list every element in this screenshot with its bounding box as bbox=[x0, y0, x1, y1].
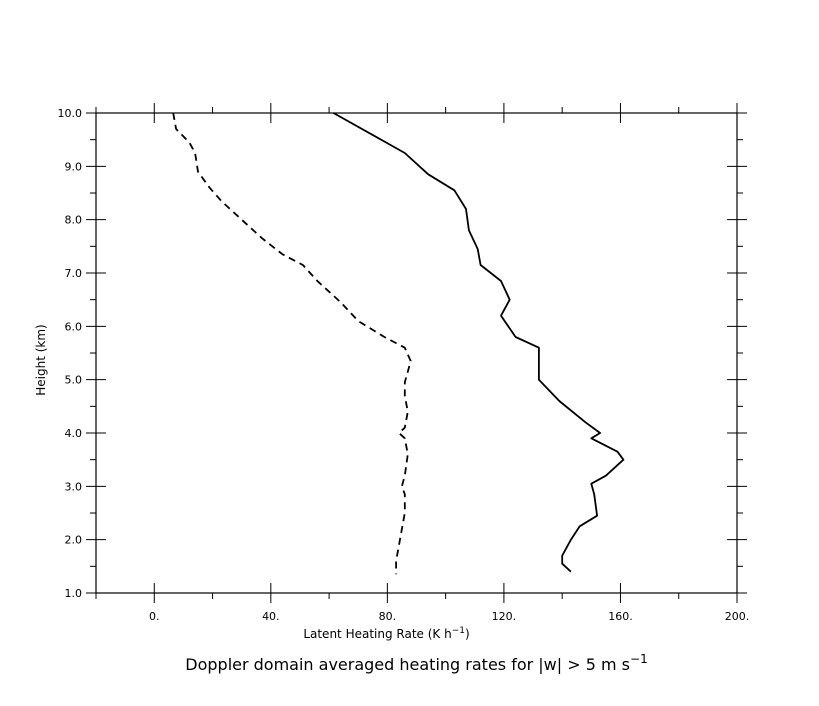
y-tick-label: 9.0 bbox=[65, 160, 83, 173]
y-tick-label: 4.0 bbox=[65, 427, 83, 440]
chart-title: Doppler domain averaged heating rates fo… bbox=[185, 652, 647, 674]
x-tick-label: 160. bbox=[608, 610, 633, 623]
x-tick-labels: 0. 40. 80. 120. 160. 200. bbox=[149, 610, 749, 623]
x-tick-label: 40. bbox=[262, 610, 280, 623]
y-axis-title: Height (km) bbox=[34, 324, 48, 395]
y-tick-label: 7.0 bbox=[65, 267, 83, 280]
y-tick-labels: 1.0 2.0 3.0 4.0 5.0 6.0 7.0 8.0 9.0 10.0 bbox=[58, 107, 83, 600]
y-tick-label: 3.0 bbox=[65, 480, 83, 493]
y-tick-label: 2.0 bbox=[65, 534, 83, 547]
x-tick-label: 120. bbox=[492, 610, 517, 623]
y-tick-label: 6.0 bbox=[65, 320, 83, 333]
y-tick-label: 5.0 bbox=[65, 374, 83, 387]
plot-frame bbox=[95, 112, 738, 594]
x-tick-label: 200. bbox=[725, 610, 750, 623]
minor-ticks bbox=[90, 107, 743, 599]
y-tick-label: 8.0 bbox=[65, 214, 83, 227]
major-ticks bbox=[86, 103, 747, 603]
x-tick-label: 80. bbox=[379, 610, 397, 623]
series-group bbox=[172, 112, 625, 575]
y-tick-label: 1.0 bbox=[65, 587, 83, 600]
series-line-dashed bbox=[172, 112, 412, 575]
x-axis-title: Latent Heating Rate (K h−1) bbox=[303, 626, 469, 641]
series-line-solid bbox=[333, 112, 625, 573]
x-tick-label: 0. bbox=[149, 610, 160, 623]
y-tick-label: 10.0 bbox=[58, 107, 83, 120]
